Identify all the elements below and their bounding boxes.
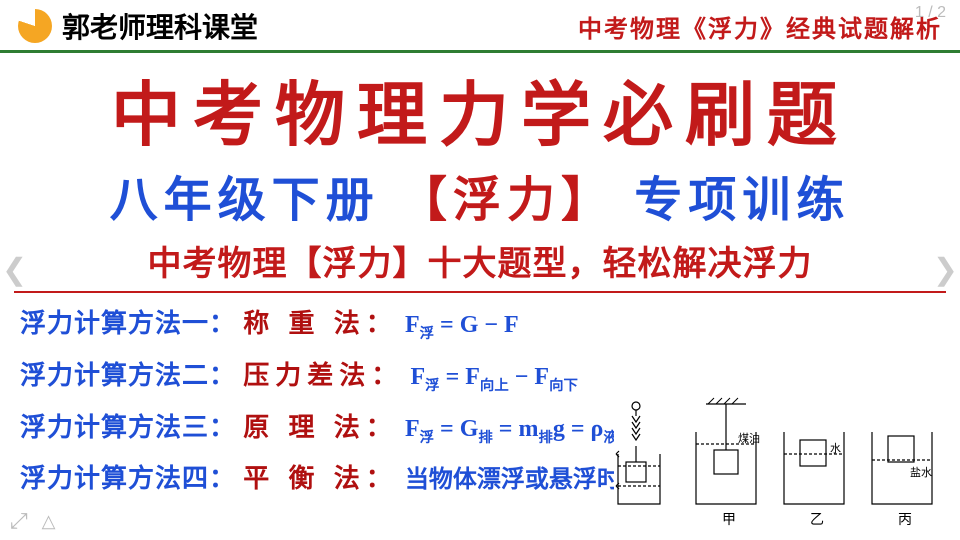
method-label: 浮力计算方法四： <box>20 463 236 493</box>
bottom-toolbar: ⤢ △ <box>10 508 55 534</box>
method-formula: F浮 = G − F <box>405 312 519 338</box>
header-subtitle: 中考物理《浮力》经典试题解析 <box>578 9 942 44</box>
expand-icon[interactable]: ⤢ <box>10 508 28 534</box>
method-name: 压力差法： <box>243 360 403 390</box>
method-formula: F浮 = F向上 − F向下 <box>411 364 578 390</box>
header-bar: 郭老师理科课堂 中考物理《浮力》经典试题解析 <box>0 0 960 53</box>
svg-text:水: 水 <box>830 442 841 455</box>
sub-title: 八年级下册 【浮力】 专项训练 <box>0 160 960 230</box>
method-label: 浮力计算方法三： <box>20 412 236 442</box>
method-label: 浮力计算方法二： <box>20 360 236 390</box>
method-name: 称 重 法： <box>243 308 397 338</box>
summary-line: 中考物理【浮力】十大题型，轻松解决浮力 <box>14 232 946 293</box>
sub-title-right: 专项训练 <box>634 174 850 227</box>
svg-text:甲: 甲 <box>722 513 736 528</box>
next-slide-button[interactable]: ❯ <box>933 253 958 288</box>
method-label: 浮力计算方法一： <box>20 308 236 338</box>
svg-text:盐水: 盐水 <box>910 466 932 479</box>
prev-slide-button[interactable]: ❮ <box>2 253 27 288</box>
tool-icon[interactable]: △ <box>42 511 56 532</box>
method-formula-prefix: 当物体漂浮或悬浮时， <box>405 467 645 493</box>
method-row: 浮力计算方法二： 压力差法： F浮 = F向上 − F向下 <box>20 355 942 395</box>
svg-text:煤油: 煤油 <box>738 431 760 445</box>
method-name: 平 衡 法： <box>243 463 397 493</box>
page-indicator: 1 / 2 <box>915 4 946 22</box>
sub-title-bracket: 【浮力】 <box>399 174 615 227</box>
brand-title: 郭老师理科课堂 <box>62 6 258 46</box>
method-row: 浮力计算方法一： 称 重 法： F浮 = G − F <box>20 303 942 343</box>
svg-text:丙: 丙 <box>898 513 912 528</box>
sub-title-left: 八年级下册 <box>110 174 380 227</box>
svg-text:乙: 乙 <box>810 512 824 528</box>
method-name: 原 理 法： <box>243 412 397 442</box>
logo-pie-icon <box>18 9 52 43</box>
diagram-panel: 煤油 甲 水 乙 盐水 丙 <box>614 396 954 536</box>
main-title: 中考物理力学必刷题 <box>0 59 960 160</box>
